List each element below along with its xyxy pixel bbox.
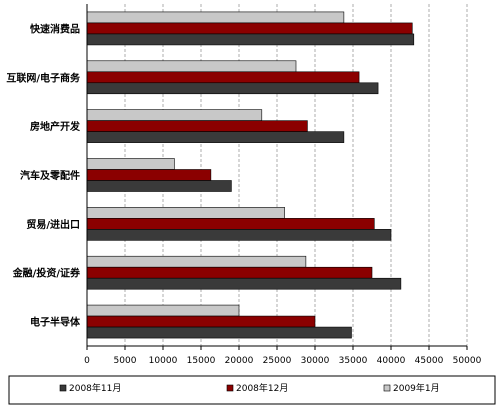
x-tick-label: 0 — [84, 356, 90, 366]
bar — [86, 315, 316, 328]
bar — [86, 169, 212, 181]
category-label: 金融/投资/证券 — [12, 267, 81, 280]
x-tick-label: 30000 — [301, 356, 330, 366]
category-label: 互联网/电子商务 — [6, 71, 81, 84]
legend: 2008年11月 2008年12月 2009年1月 — [59, 382, 440, 394]
bar — [86, 82, 379, 95]
bar — [86, 326, 352, 339]
category-labels: 快速消费品互联网/电子商务房地产开发汽车及零配件贸易/进出口金融/投资/证券电子… — [6, 22, 81, 328]
bar — [86, 207, 285, 219]
x-tick-label: 35000 — [339, 356, 368, 366]
bar — [86, 229, 392, 241]
x-axis-ticks: 0 5000 10000 15000 20000 25000 30000 35000 40000… — [84, 345, 482, 366]
category-label: 房地产开发 — [30, 120, 81, 133]
category-label: 贸易/进出口 — [26, 218, 80, 231]
legend-label: 2009年1月 — [393, 382, 440, 394]
bar — [86, 180, 232, 192]
bar — [86, 33, 415, 46]
bar — [86, 120, 308, 132]
legend-swatch — [226, 384, 234, 392]
legend-label: 2008年11月 — [69, 382, 121, 394]
x-tick-label: 10000 — [149, 356, 178, 366]
x-tick-label: 20000 — [225, 356, 254, 366]
bar — [86, 11, 345, 24]
bar — [86, 22, 413, 35]
legend-swatch — [59, 384, 67, 392]
legend-swatch — [383, 384, 391, 392]
bars-layer — [86, 11, 415, 339]
category-label: 电子半导体 — [30, 316, 81, 329]
bar — [86, 218, 375, 230]
x-tick-label: 5000 — [114, 356, 137, 366]
bar — [86, 266, 373, 279]
x-tick-label: 50000 — [453, 356, 482, 366]
bar — [86, 158, 175, 170]
bar — [86, 255, 307, 268]
legend-label: 2008年12月 — [236, 382, 288, 394]
legend-box — [8, 375, 496, 405]
bar — [86, 71, 360, 84]
category-label: 汽车及零配件 — [20, 169, 80, 182]
bar — [86, 60, 297, 73]
bar — [86, 277, 402, 290]
bar — [86, 304, 240, 317]
x-tick-label: 45000 — [415, 356, 444, 366]
x-tick-label: 15000 — [187, 356, 216, 366]
x-tick-label: 40000 — [377, 356, 406, 366]
bar — [86, 109, 263, 121]
x-tick-label: 25000 — [263, 356, 292, 366]
bar — [86, 131, 345, 143]
category-label: 快速消费品 — [29, 22, 80, 35]
